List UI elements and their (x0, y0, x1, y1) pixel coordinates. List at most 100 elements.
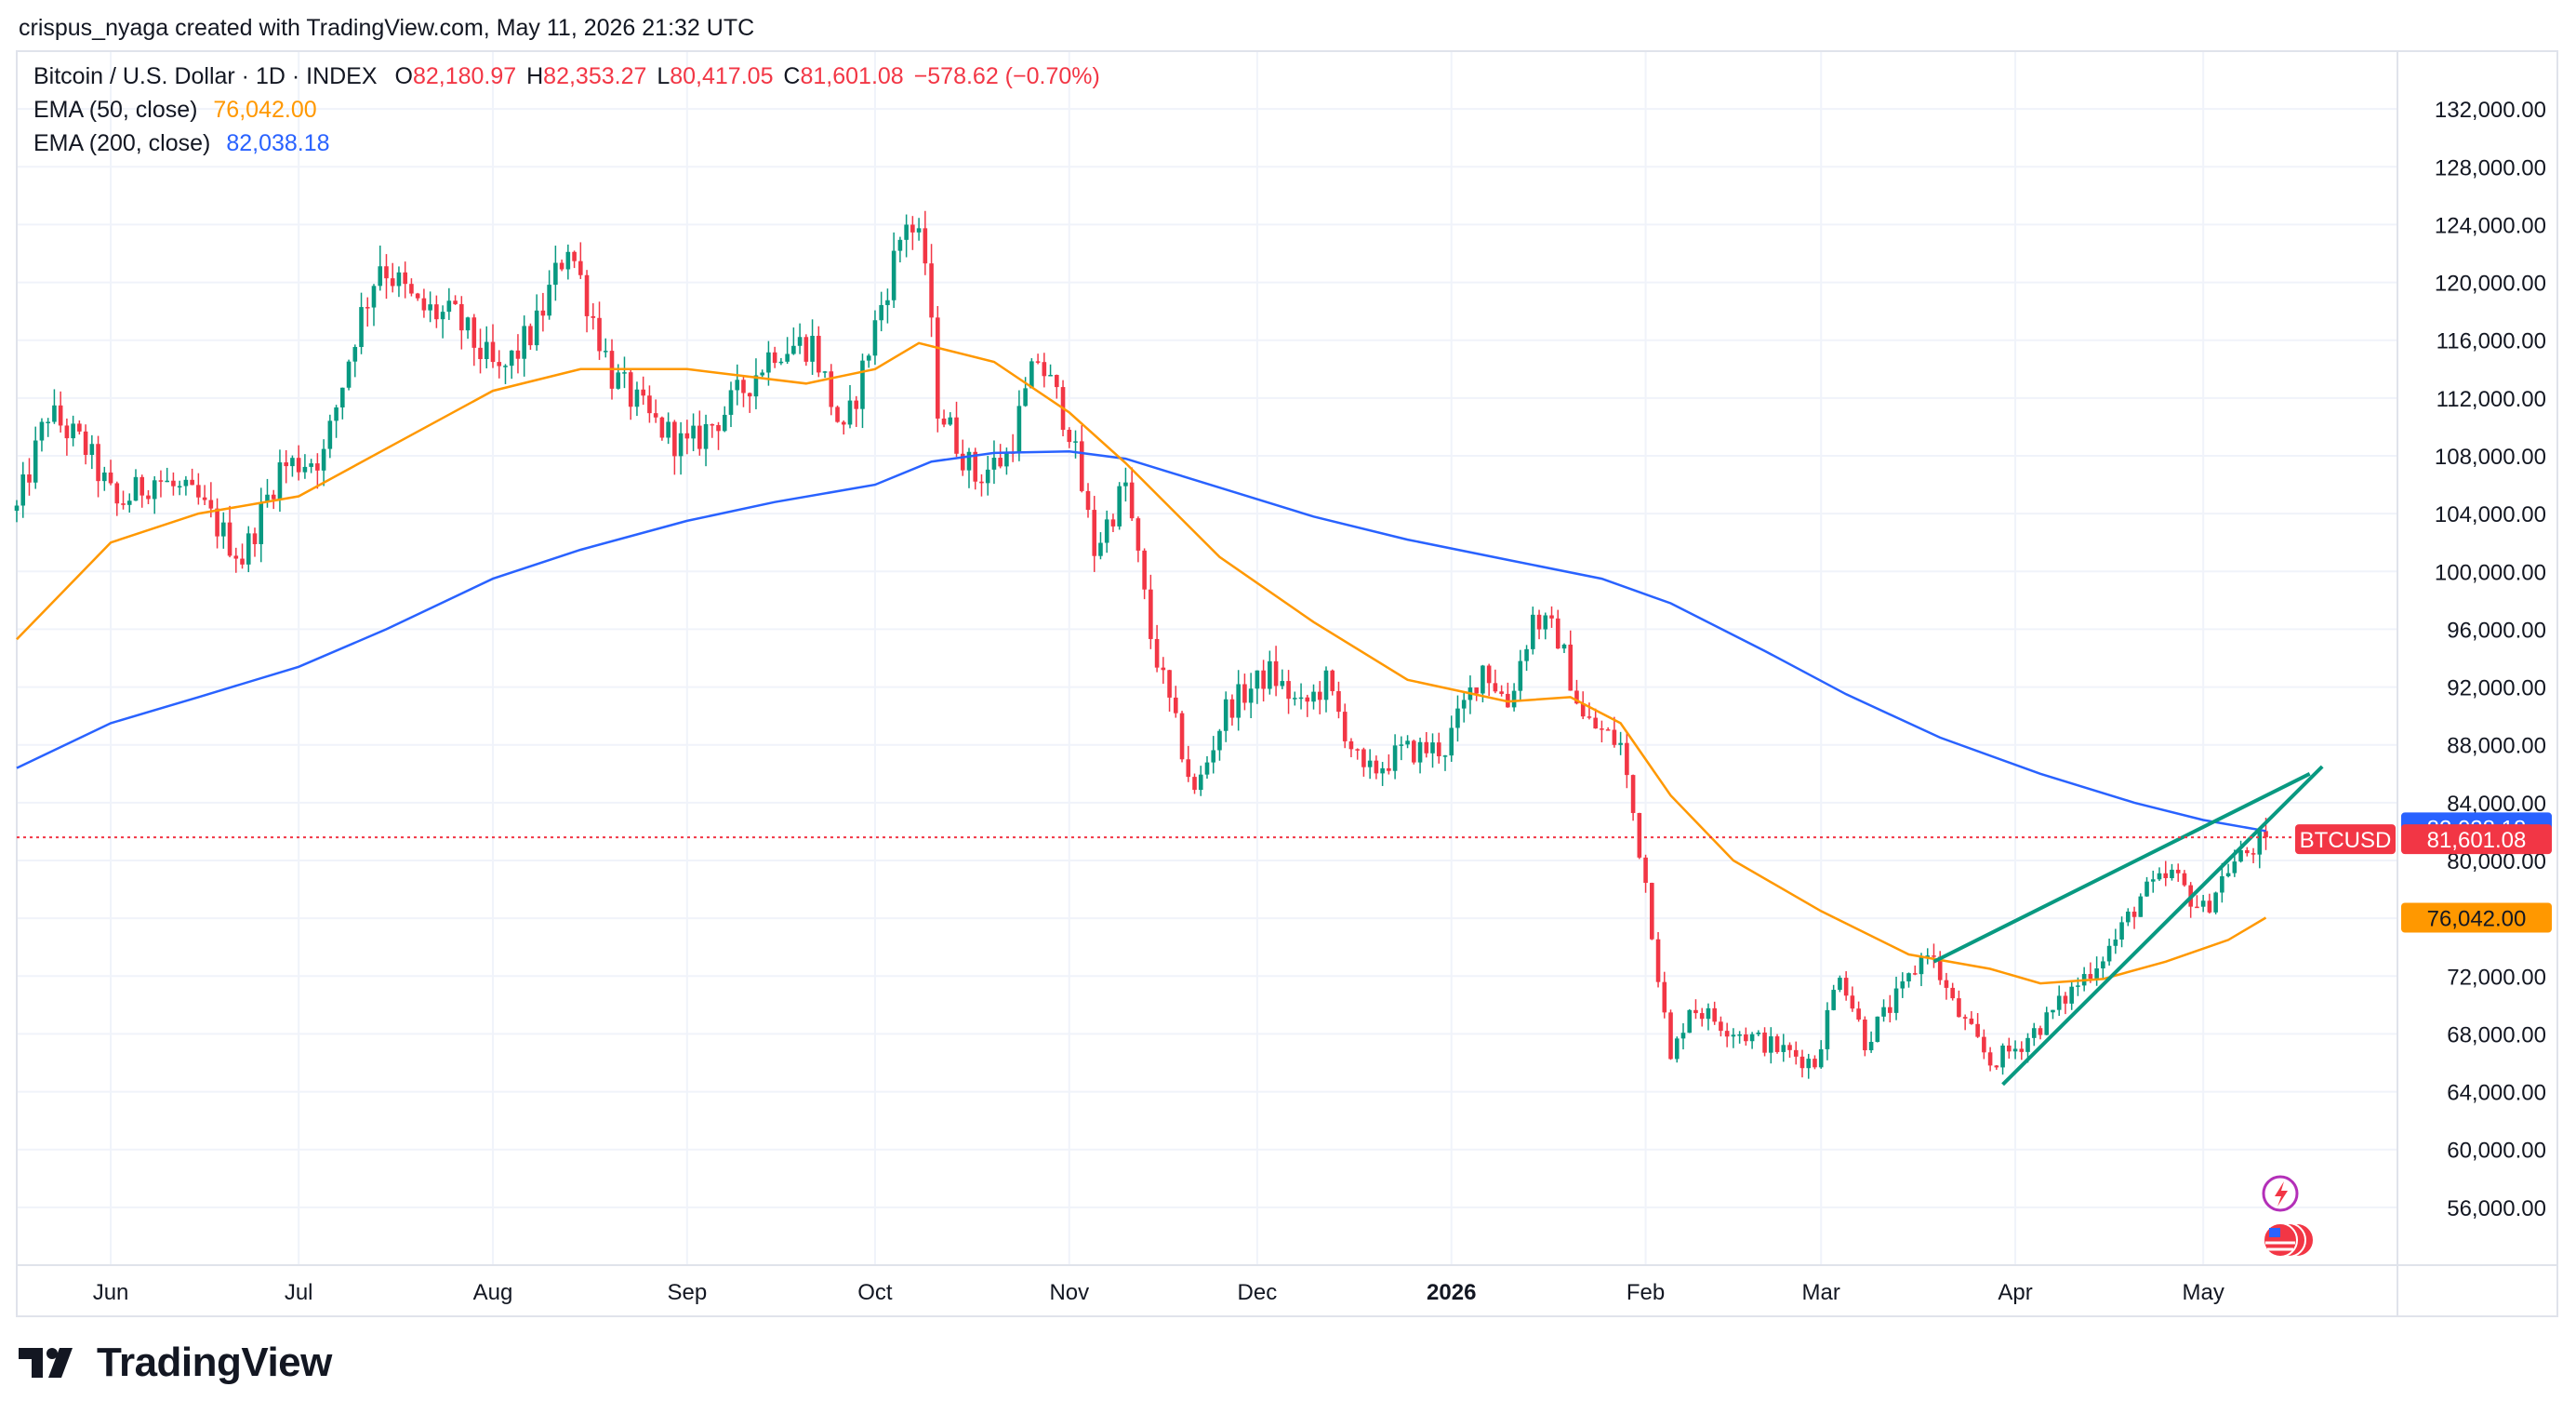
candle-body (860, 360, 865, 409)
event-icons[interactable] (2262, 1175, 2315, 1258)
price-tick-label: 72,000.00 (2447, 965, 2546, 990)
candle (534, 294, 539, 351)
candle (1838, 975, 1842, 993)
candle-body (1693, 1009, 1698, 1014)
us-flag-canton (2269, 1228, 2280, 1237)
time-tick-label: Mar (1802, 1280, 1840, 1305)
candle-body (2175, 869, 2181, 874)
candle (941, 409, 947, 428)
channel-line-upper[interactable] (1932, 771, 2311, 964)
price-tick-label: 60,000.00 (2447, 1139, 2546, 1164)
candle-body (1680, 1033, 1686, 1039)
candle-body (1944, 980, 1949, 988)
ema200-legend-row[interactable]: EMA (200, close) 82,038.18 (33, 130, 334, 157)
candle-body (1687, 1009, 1693, 1034)
candle (1461, 691, 1467, 723)
rising-wedge-channel[interactable] (1932, 765, 2324, 1087)
tradingview-logo[interactable]: TradingView (19, 1340, 332, 1386)
candle (459, 296, 464, 350)
candle (1055, 374, 1059, 399)
ema50-line[interactable] (16, 341, 2267, 985)
candle-body (891, 250, 896, 300)
candle-body (2012, 1048, 2018, 1052)
candle-body (1531, 614, 1535, 649)
candle (2175, 863, 2181, 882)
time-tick-label: Oct (857, 1280, 893, 1305)
candle (334, 405, 339, 438)
candle (910, 216, 915, 250)
candle (465, 316, 471, 340)
ohlc-low: L80,417.05 (657, 63, 774, 89)
candle-body (1969, 1018, 1974, 1024)
candle-body (954, 417, 959, 454)
candle (1412, 740, 1416, 765)
candle (2150, 870, 2156, 893)
candle (684, 420, 690, 455)
candle (647, 385, 652, 423)
candle-body (2007, 1045, 2012, 1052)
candle (1843, 971, 1849, 1001)
candle (1248, 673, 1254, 719)
candle-body (778, 361, 784, 364)
candle (1179, 711, 1185, 763)
candle (2012, 1040, 2018, 1060)
price-axis[interactable]: 132,000.00 128,000.00 124,000.00 120,000.00… (2435, 98, 2546, 1221)
candle (879, 291, 883, 332)
candle-body (929, 263, 934, 318)
candle-body (1405, 740, 1410, 745)
candle-body (879, 304, 883, 321)
candle (1374, 755, 1379, 780)
channel-line-lower[interactable] (2001, 765, 2324, 1087)
candle-body (1668, 1012, 1673, 1060)
candle-body (509, 350, 514, 367)
candle (1361, 747, 1366, 777)
candle (1625, 731, 1629, 789)
candle (428, 291, 432, 323)
candle (522, 315, 526, 377)
candle-body (1982, 1036, 1986, 1053)
candle (666, 412, 671, 445)
ema50-price-tag-text: 76,042.00 (2427, 906, 2527, 931)
candle-body (1719, 1021, 1723, 1032)
candle-body (503, 366, 508, 367)
candle-body (96, 444, 100, 482)
candle (1618, 731, 1623, 755)
ohlc-high: H82,353.27 (526, 63, 647, 89)
ema50-legend-row[interactable]: EMA (50, close) 76,042.00 (33, 97, 321, 124)
candle-body (1142, 550, 1147, 590)
candle (929, 244, 934, 338)
candle-body (1461, 700, 1467, 709)
symbol-legend-row[interactable]: Bitcoin / U.S. Dollar · 1D · INDEX O82,1… (33, 63, 1104, 90)
candle-body (1706, 1007, 1711, 1020)
candle (1962, 1014, 1968, 1031)
candle (1593, 708, 1598, 729)
candle-body (1850, 995, 1855, 1009)
candle (2113, 928, 2118, 954)
candle-body (960, 453, 965, 471)
candle-body (1793, 1049, 1799, 1057)
candle (434, 295, 439, 328)
candle-body (446, 300, 452, 313)
time-axis[interactable]: Jun Jul Aug Sep Oct Nov Dec 2026 Feb Mar Apr May (93, 1280, 2224, 1305)
candle (866, 353, 871, 368)
candle (691, 413, 696, 451)
candle-body (196, 485, 201, 498)
candle (803, 334, 809, 367)
candle-body (829, 371, 834, 407)
candle (817, 326, 821, 378)
price-tick-label: 56,000.00 (2447, 1196, 2546, 1221)
candle-body (1055, 375, 1059, 388)
candle-body (1261, 670, 1266, 689)
candle-body (158, 480, 164, 482)
candle (954, 401, 959, 458)
ema200-legend-label: EMA (200, close) (33, 130, 211, 156)
ema200-legend-value: 82,038.18 (226, 130, 330, 156)
candle-body (1067, 429, 1072, 443)
candle-body (390, 278, 395, 287)
ema200-line[interactable] (16, 450, 2266, 833)
candle (753, 358, 759, 409)
candle-body (202, 497, 207, 500)
candle-body (440, 312, 445, 320)
candle (891, 232, 896, 308)
